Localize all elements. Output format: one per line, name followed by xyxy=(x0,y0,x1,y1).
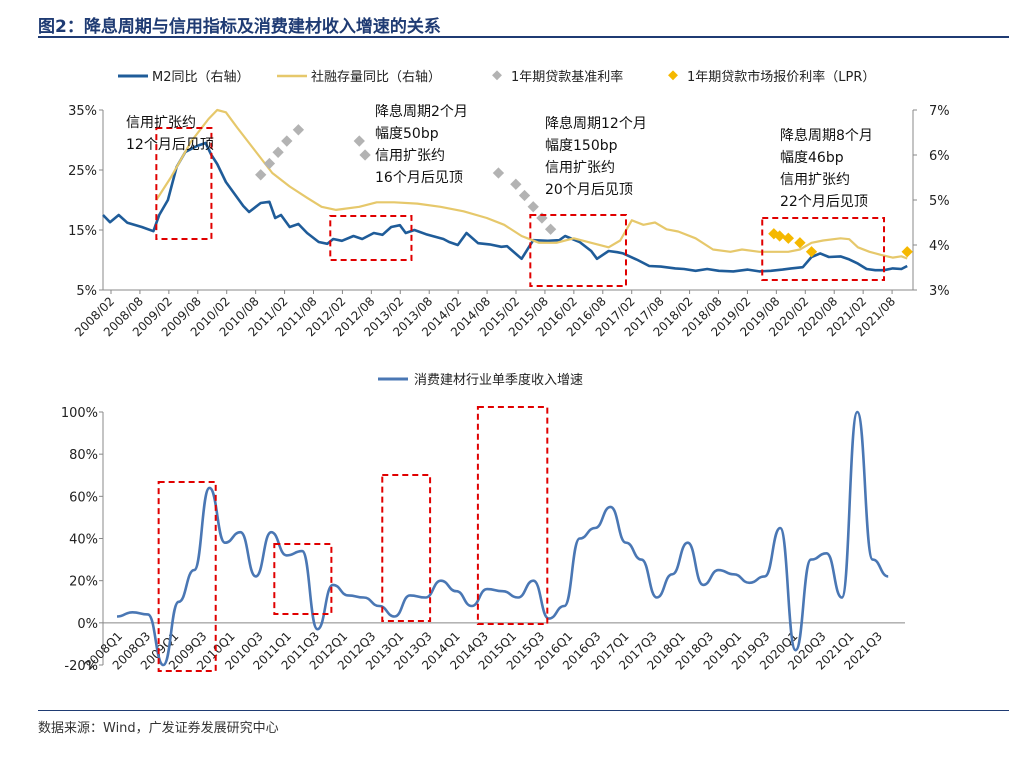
y-tick-label: -20% xyxy=(64,659,98,674)
lpr-point xyxy=(782,232,794,244)
y-tick-label-right: 6% xyxy=(929,149,950,164)
benchmark-rate-point xyxy=(353,135,365,147)
y-tick-label: 40% xyxy=(69,533,98,548)
benchmark-rate-point xyxy=(263,157,276,170)
annotation-text: 信用扩张约 xyxy=(780,172,850,188)
annotation-text: 幅度46bp xyxy=(780,150,844,166)
benchmark-rate-point xyxy=(492,167,505,179)
benchmark-rate-point xyxy=(510,178,522,190)
annotation-text: 降息周期2个月 xyxy=(375,103,468,120)
y-tick-label-right: 7% xyxy=(929,104,950,119)
legend-label: M2同比（右轴） xyxy=(152,70,250,85)
lpr-point xyxy=(805,246,818,258)
legend-label: 1年期贷款市场报价利率（LPR） xyxy=(687,69,875,85)
benchmark-rate-point xyxy=(527,201,539,213)
benchmark-rate-point xyxy=(272,146,284,158)
y-tick-label-left: 35% xyxy=(68,104,97,119)
annotation-text: 20个月后见顶 xyxy=(545,182,633,198)
benchmark-rate-point xyxy=(544,223,557,235)
figure-title: 图2：降息周期与信用指标及消费建材收入增速的关系 xyxy=(38,17,441,37)
annotation-text: 12个月后见顶 xyxy=(126,137,214,153)
y-tick-label: 0% xyxy=(77,617,98,632)
legend-swatch xyxy=(492,70,502,81)
y-tick-label-right: 3% xyxy=(929,284,950,299)
benchmark-rate-point xyxy=(359,149,371,161)
highlight-box xyxy=(381,474,432,622)
annotation-text: 16个月后见顶 xyxy=(375,170,463,186)
legend-label: 1年期贷款基准利率 xyxy=(511,69,623,85)
annotation-text: 22个月后见顶 xyxy=(780,194,868,210)
figure-title-bar: 图2：降息周期与信用指标及消费建材收入增速的关系 xyxy=(38,6,1009,38)
tsf-line xyxy=(155,108,908,260)
y-tick-label: 80% xyxy=(69,448,98,463)
highlight-box xyxy=(476,406,549,625)
annotation-text: 降息周期8个月 xyxy=(780,127,873,144)
annotation-text: 幅度150bp xyxy=(545,138,618,154)
y-tick-label-right: 4% xyxy=(929,239,950,254)
top-chart: M2同比（右轴） 社融存量同比（右轴） 1年期贷款基准利率 1年期贷款市场报价利率（L… xyxy=(68,69,950,339)
highlight-box xyxy=(329,215,413,261)
annotation-text: 信用扩张约 xyxy=(126,115,196,131)
benchmark-rate-point xyxy=(255,169,267,181)
annotation-text: 信用扩张约 xyxy=(375,148,445,164)
y-tick-label-left: 5% xyxy=(76,284,97,299)
y-tick-label: 100% xyxy=(61,406,98,421)
benchmark-rate-point xyxy=(281,135,293,147)
y-tick-label-left: 25% xyxy=(68,164,97,179)
legend-label: 社融存量同比（右轴） xyxy=(311,69,441,85)
highlight-box xyxy=(155,127,213,240)
y-tick-label-right: 5% xyxy=(929,194,950,209)
benchmark-rate-point xyxy=(518,189,531,202)
highlight-box xyxy=(157,481,217,672)
lpr-point xyxy=(794,237,806,249)
annotation-text: 信用扩张约 xyxy=(545,160,615,176)
legend-label: 消费建材行业单季度收入增速 xyxy=(414,372,583,388)
lpr-point xyxy=(773,230,786,242)
bottom-chart: 消费建材行业单季度收入增速100%80%60%40%20%0%-20%2008Q… xyxy=(61,372,905,674)
annotation-text: 幅度50bp xyxy=(375,126,439,142)
highlight-box xyxy=(761,217,886,281)
y-tick-label: 20% xyxy=(69,575,98,590)
source-note: 数据来源：Wind，广发证券发展研究中心 xyxy=(38,721,279,736)
revenue-growth-line xyxy=(116,410,889,667)
lpr-point xyxy=(901,246,913,258)
highlight-box xyxy=(273,543,333,615)
y-tick-label-left: 15% xyxy=(68,224,97,239)
m2-line xyxy=(102,141,908,273)
highlight-box xyxy=(529,214,627,287)
source-bar: 数据来源：Wind，广发证券发展研究中心 xyxy=(38,710,1009,736)
y-tick-label: 60% xyxy=(69,490,98,505)
benchmark-rate-point xyxy=(292,124,305,136)
annotation-text: 降息周期12个月 xyxy=(545,115,647,132)
legend-swatch xyxy=(668,70,678,81)
